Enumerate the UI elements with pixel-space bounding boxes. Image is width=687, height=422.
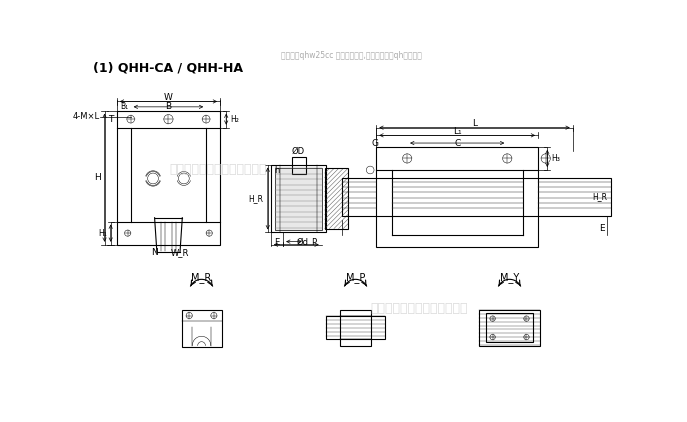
- Text: h: h: [275, 166, 280, 175]
- Bar: [271, 165, 326, 233]
- Text: P: P: [311, 238, 317, 247]
- Text: 4-M×L: 4-M×L: [73, 112, 100, 122]
- Text: E: E: [599, 224, 605, 233]
- Bar: [376, 147, 538, 247]
- Bar: [479, 310, 541, 346]
- Text: M_Y: M_Y: [500, 272, 519, 283]
- Text: H_R: H_R: [248, 194, 263, 203]
- Text: W_R: W_R: [171, 248, 189, 257]
- Text: B: B: [166, 103, 172, 111]
- Text: 东莞市君驰机电设备有限公司: 东莞市君驰机电设备有限公司: [370, 302, 467, 315]
- Text: M_R: M_R: [192, 272, 212, 283]
- Text: B₁: B₁: [120, 103, 128, 111]
- Text: H: H: [94, 173, 101, 182]
- Bar: [275, 168, 322, 230]
- Bar: [292, 157, 306, 174]
- Text: H_R: H_R: [592, 192, 607, 201]
- Text: (1) QHH-CA / QHH-HA: (1) QHH-CA / QHH-HA: [93, 61, 243, 74]
- Text: T: T: [108, 115, 113, 124]
- Text: N: N: [151, 248, 158, 257]
- Text: Ød: Ød: [296, 238, 308, 247]
- Text: H₁: H₁: [98, 229, 107, 238]
- Text: M_P: M_P: [346, 272, 365, 283]
- Bar: [340, 310, 371, 346]
- Text: L: L: [472, 119, 477, 128]
- Text: W: W: [164, 93, 173, 102]
- Text: L₁: L₁: [453, 127, 462, 136]
- Bar: [341, 178, 611, 216]
- Text: E: E: [274, 238, 280, 247]
- Text: H₃: H₃: [551, 154, 560, 163]
- Text: G: G: [371, 138, 379, 148]
- Bar: [486, 313, 532, 343]
- Text: 上銀滑塊qhw25cc 上銀直線滑軌,靜音式高組裝qh系列尺寸: 上銀滑塊qhw25cc 上銀直線滑軌,靜音式高組裝qh系列尺寸: [281, 51, 422, 60]
- Bar: [326, 316, 385, 339]
- Text: C: C: [454, 138, 460, 148]
- Text: ØD: ØD: [292, 147, 305, 156]
- Text: 东莞市君驰机电设备有限公司: 东莞市君驰机电设备有限公司: [170, 163, 267, 176]
- Bar: [181, 310, 222, 347]
- Bar: [117, 111, 220, 245]
- Text: H₂: H₂: [230, 115, 239, 124]
- Bar: [325, 168, 348, 228]
